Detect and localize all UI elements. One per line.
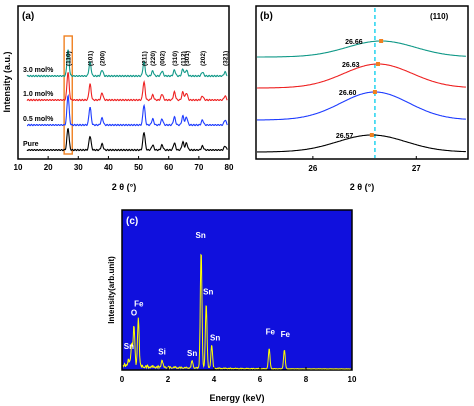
miller-index-label-3: (211)	[141, 51, 148, 66]
panel-a-x-axis-label: 2 θ (°)	[112, 182, 136, 192]
miller-index-label-6: (310)	[172, 51, 179, 66]
peak-value-label-0: 26.57	[336, 133, 354, 140]
peak-marker-3	[379, 39, 384, 43]
xrd-series-labels: Pure 0.5 mol% 1.0 mol% 3.0 mol%	[23, 67, 54, 148]
element-label-1: O	[131, 309, 137, 318]
b-x-tick-label-1: 27	[412, 164, 421, 173]
miller-index-label-8: (301)	[184, 51, 191, 66]
series-label-1: 0.5 mol%	[23, 116, 54, 123]
peak-marker-0	[369, 133, 374, 137]
series-label-2: 1.0 mol%	[23, 91, 54, 98]
miller-index-label-7: (112)	[180, 51, 187, 66]
panel-b-title: (110)	[430, 12, 449, 21]
x-tick-label-7: 80	[225, 163, 234, 172]
peak-marker-1	[372, 90, 377, 94]
x-tick-label-4: 50	[134, 163, 143, 172]
panel-c-label: (c)	[126, 216, 138, 227]
panel-a-label: (a)	[22, 11, 34, 22]
peak-marker-2	[376, 62, 381, 66]
series-label-3: 3.0 mol%	[23, 67, 54, 74]
miller-index-label-5: (002)	[160, 51, 167, 66]
miller-index-label-1: (101)	[88, 51, 95, 66]
panel-a-y-axis-label: Intensity (a.u.)	[2, 51, 12, 112]
x-tick-label-5: 60	[164, 163, 173, 172]
miller-index-label-0: (110)	[66, 51, 73, 66]
x-tick-label-3: 40	[104, 163, 113, 172]
eds-spectrum-line	[122, 253, 351, 370]
c-x-tick-label-5: 10	[348, 375, 357, 384]
panel-a-x-ticks: 10 20 30 40 50 60 70 80	[14, 156, 234, 172]
x-tick-label-1: 20	[44, 163, 53, 172]
c-x-tick-label-1: 2	[166, 375, 171, 384]
panel-b-x-ticks: 26 27	[308, 156, 421, 173]
zoomed-line-0	[257, 134, 466, 153]
b-x-tick-label-0: 26	[308, 164, 317, 173]
element-label-0: Sn	[124, 342, 134, 351]
panel-b: (b) (110) 26.57 26.60 26.63 26.66 26 27 2 θ …	[255, 5, 469, 192]
element-label-5: Sn	[203, 287, 213, 296]
x-tick-label-0: 10	[14, 163, 23, 172]
panel-b-label: (b)	[260, 11, 273, 22]
c-x-tick-label-0: 0	[120, 375, 125, 384]
peak-value-label-2: 26.63	[342, 62, 360, 69]
miller-index-label-10: (321)	[223, 51, 230, 66]
series-line-1	[26, 94, 228, 127]
highlight-box-rect	[63, 35, 73, 155]
element-label-8: Fe	[266, 328, 276, 337]
c-x-tick-label-2: 4	[212, 375, 217, 384]
element-label-7: Sn	[210, 334, 220, 343]
element-label-4: Sn	[196, 231, 206, 240]
series-line-2	[26, 72, 228, 102]
series-label-0: Pure	[23, 141, 39, 148]
miller-index-labels: (110) (101) (200) (211) (220) (002) (310) (112)…	[66, 51, 230, 66]
x-tick-label-2: 30	[74, 163, 83, 172]
element-label-6: Sn	[187, 349, 197, 358]
miller-index-label-4: (220)	[150, 51, 157, 66]
zoomed-line-3	[257, 40, 466, 58]
zoomed-series-lines: 26.57 26.60 26.63 26.66	[257, 39, 466, 153]
panel-c-x-ticks: 0 2 4 6 8 10	[120, 367, 357, 384]
x-tick-label-6: 70	[194, 163, 203, 172]
panel-c-x-axis-label: Energy (keV)	[209, 393, 264, 403]
element-label-3: Si	[158, 348, 166, 357]
element-label-9: Fe	[281, 330, 291, 339]
zoomed-line-2	[257, 63, 466, 89]
c-x-tick-label-4: 8	[304, 375, 309, 384]
zoomed-line-1	[257, 91, 466, 121]
c-x-tick-label-3: 6	[258, 375, 263, 384]
panel-a-frame	[17, 5, 230, 160]
panel-b-frame	[255, 5, 469, 160]
highlight-box-110	[63, 35, 73, 155]
peak-value-label-3: 26.66	[345, 39, 363, 46]
panel-b-x-axis-label: 2 θ (°)	[350, 182, 374, 192]
peak-value-label-1: 26.60	[339, 90, 357, 97]
miller-index-label-2: (200)	[100, 51, 107, 66]
xrd-series-lines	[26, 49, 228, 152]
panel-c-y-axis-label: Intensity(arb.unit)	[107, 256, 116, 324]
miller-index-label-9: (202)	[200, 51, 207, 66]
series-line-3	[26, 49, 228, 78]
series-line-0	[26, 128, 228, 152]
panel-c-plot-area	[121, 209, 353, 371]
element-label-2: Fe	[134, 299, 144, 308]
